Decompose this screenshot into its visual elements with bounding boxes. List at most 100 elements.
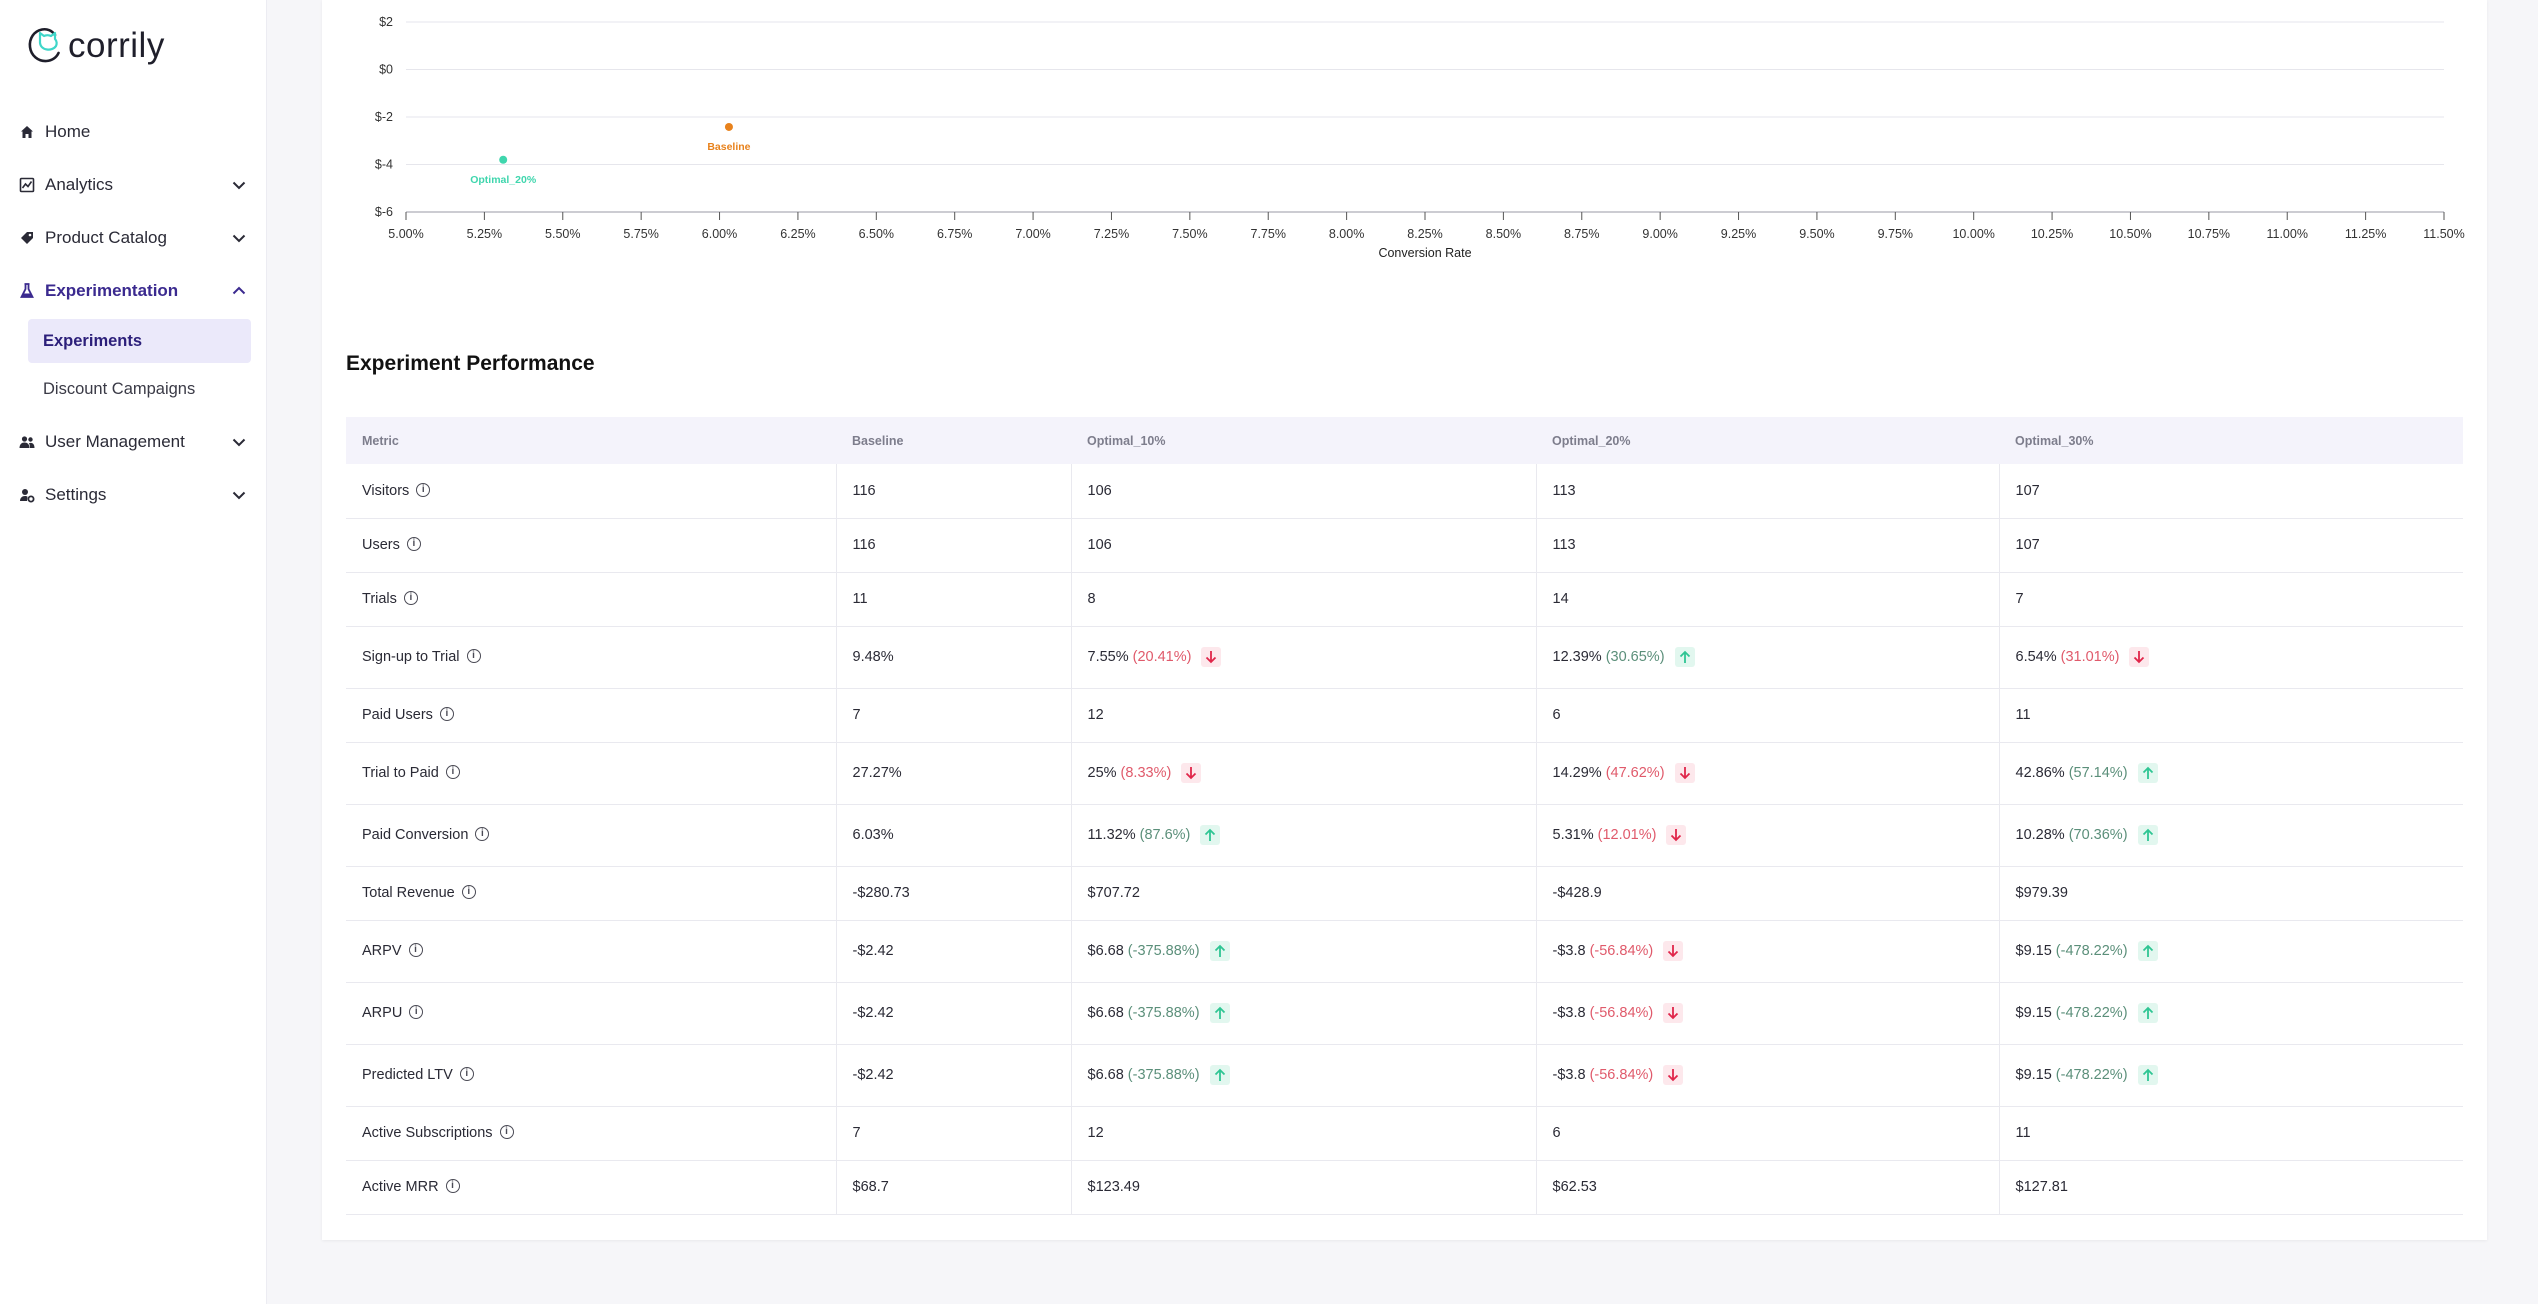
cell-value: 106 bbox=[1087, 537, 1112, 553]
value-cell: -$3.8 (-56.84%) bbox=[1535, 1044, 1999, 1107]
sidebar-item-analytics[interactable]: Analytics bbox=[0, 158, 267, 211]
y-tick-label: $2 bbox=[379, 15, 393, 29]
x-tick-label: 8.50% bbox=[1486, 227, 1521, 241]
value-cell: 7 bbox=[1998, 572, 2463, 627]
info-icon[interactable] bbox=[461, 885, 476, 899]
info-icon[interactable] bbox=[445, 1179, 460, 1193]
info-icon[interactable] bbox=[408, 943, 423, 957]
x-tick-label: 10.25% bbox=[2031, 227, 2073, 241]
x-tick-label: 11.25% bbox=[2345, 227, 2386, 241]
cell-value: -$3.8 bbox=[1552, 1067, 1586, 1083]
x-tick-label: 9.75% bbox=[1878, 227, 1913, 241]
sidebar-item-label: Analytics bbox=[45, 174, 114, 194]
value-cell: 107 bbox=[1998, 464, 2463, 519]
sidebar-subitem-discount-campaigns[interactable]: Discount Campaigns bbox=[43, 379, 196, 398]
arrow-down-icon bbox=[1181, 763, 1202, 783]
change-percent: (87.6%) bbox=[1139, 827, 1191, 843]
sidebar-item-settings[interactable]: Settings bbox=[0, 468, 267, 521]
table-row: Trials 11 8 14 7 bbox=[346, 572, 2463, 627]
info-icon[interactable] bbox=[475, 827, 490, 841]
cell-value: $6.68 bbox=[1087, 943, 1124, 959]
sidebar-item-product-catalog[interactable]: Product Catalog bbox=[0, 211, 267, 264]
arrow-down-icon bbox=[1666, 825, 1687, 845]
metric-cell: Users bbox=[346, 518, 836, 573]
performance-table: Metric Baseline Optimal_10% Optimal_20% … bbox=[346, 417, 2463, 1215]
table-row: Trial to Paid27.27%25%(8.33%)14.29%(47.6… bbox=[346, 742, 2463, 805]
table-row: Active MRR $68.7 $123.49 $62.53 $127.81 bbox=[346, 1160, 2463, 1215]
analytics-icon bbox=[18, 176, 36, 194]
metric-label: Active MRR bbox=[362, 1179, 439, 1195]
info-icon[interactable] bbox=[445, 765, 460, 779]
cell-value: 42.86% bbox=[2015, 765, 2065, 781]
change-percent: (31.01%) bbox=[2060, 649, 2120, 665]
x-tick-label: 7.00% bbox=[1015, 227, 1050, 241]
metric-cell: ARPU bbox=[346, 982, 836, 1045]
value-cell: 116 bbox=[835, 518, 1071, 573]
arrow-up-icon bbox=[1209, 941, 1230, 961]
cell-value: 9.48% bbox=[852, 649, 894, 665]
value-cell: -$428.9 bbox=[1535, 866, 1999, 921]
cell-value: 6.54% bbox=[2015, 649, 2057, 665]
arrow-up-icon bbox=[2137, 941, 2158, 961]
chevron-down-icon[interactable] bbox=[230, 433, 248, 451]
cell-value: $68.7 bbox=[852, 1179, 889, 1195]
sidebar-item-experimentation[interactable]: Experimentation bbox=[0, 264, 267, 317]
sidebar-item-home[interactable]: Home bbox=[0, 105, 267, 158]
info-icon[interactable] bbox=[406, 537, 421, 551]
cell-value: $9.15 bbox=[2015, 943, 2052, 959]
cell-value: 116 bbox=[852, 537, 876, 553]
info-icon[interactable] bbox=[403, 591, 418, 605]
metric-cell: ARPV bbox=[346, 920, 836, 983]
column-header: Metric bbox=[346, 417, 836, 464]
metric-label: Sign-up to Trial bbox=[362, 649, 460, 665]
value-cell: 7 bbox=[835, 688, 1071, 743]
metric-cell: Predicted LTV bbox=[346, 1044, 836, 1107]
sidebar-item-user-management[interactable]: User Management bbox=[0, 415, 267, 468]
x-tick-label: 9.25% bbox=[1721, 227, 1756, 241]
change-percent: (20.41%) bbox=[1132, 649, 1192, 665]
table-row: Users 116 106 113 107 bbox=[346, 518, 2463, 573]
data-point bbox=[499, 155, 508, 164]
chevron-up-icon[interactable] bbox=[230, 282, 248, 300]
cell-value: 5.31% bbox=[1552, 827, 1594, 843]
change-percent: (70.36%) bbox=[2068, 827, 2128, 843]
metric-label: ARPU bbox=[362, 1005, 403, 1021]
info-icon[interactable] bbox=[466, 649, 481, 663]
column-header: Optimal_10% bbox=[1071, 417, 1536, 464]
sidebar: corrily Home Analytics Product Catalog bbox=[0, 0, 267, 1304]
cell-value: $6.68 bbox=[1087, 1067, 1124, 1083]
x-tick-label: 9.00% bbox=[1642, 227, 1677, 241]
column-header: Optimal_30% bbox=[1999, 417, 2463, 464]
info-icon[interactable] bbox=[409, 1005, 424, 1019]
info-icon[interactable] bbox=[416, 482, 431, 497]
info-icon[interactable] bbox=[499, 1125, 514, 1139]
arrow-down-icon bbox=[2129, 647, 2150, 667]
arrow-down-icon bbox=[1663, 941, 1684, 961]
x-tick-label: 6.75% bbox=[937, 227, 972, 241]
logo[interactable]: corrily bbox=[26, 22, 165, 70]
x-tick-label: 6.00% bbox=[702, 227, 737, 241]
chevron-down-icon[interactable] bbox=[230, 486, 248, 504]
arrow-up-icon bbox=[1209, 1003, 1230, 1023]
value-cell: -$2.42 bbox=[835, 920, 1071, 983]
cell-value: 14.29% bbox=[1552, 765, 1602, 781]
cell-value: $9.15 bbox=[2015, 1005, 2052, 1021]
table-row: Predicted LTV-$2.42$6.68(-375.88%)-$3.8(… bbox=[346, 1044, 2463, 1107]
cell-value: $979.39 bbox=[2015, 885, 2068, 901]
sidebar-subitem-experiments[interactable]: Experiments bbox=[28, 319, 251, 363]
cell-value: -$280.73 bbox=[852, 885, 910, 901]
chevron-down-icon[interactable] bbox=[230, 229, 248, 247]
arrow-down-icon bbox=[1663, 1065, 1684, 1085]
x-tick-label: 5.25% bbox=[467, 227, 502, 241]
metric-label: ARPV bbox=[362, 943, 402, 959]
value-cell: 11 bbox=[835, 572, 1071, 627]
value-cell: 107 bbox=[1998, 518, 2463, 573]
x-axis-label: Conversion Rate bbox=[1378, 246, 1471, 260]
change-percent: (8.33%) bbox=[1120, 765, 1172, 781]
value-cell: 27.27% bbox=[835, 742, 1071, 805]
chevron-down-icon[interactable] bbox=[230, 176, 248, 194]
home-icon bbox=[18, 123, 36, 141]
info-icon[interactable] bbox=[439, 707, 454, 721]
info-icon[interactable] bbox=[459, 1067, 474, 1081]
x-tick-label: 8.00% bbox=[1329, 227, 1364, 241]
